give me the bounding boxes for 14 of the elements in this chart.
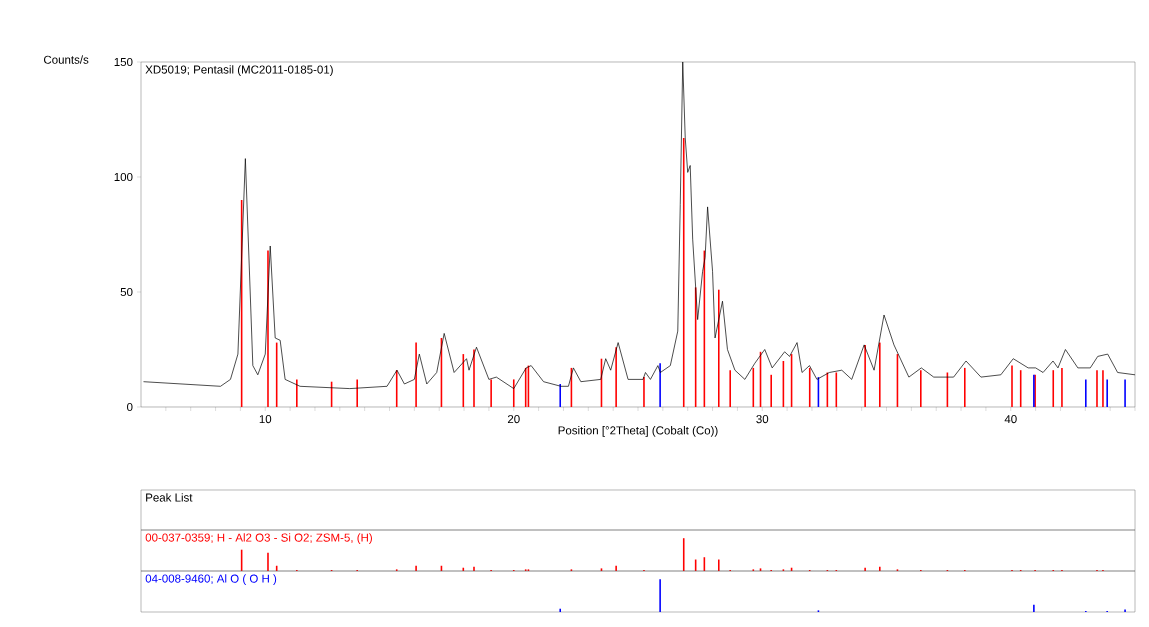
x-tick-label: 40 [1004,415,1017,424]
chart-title: 00-037-0359; H - Al2 O3 - Si O2; ZSM-5, (H) [145,533,372,544]
chart-title: XD5019; Pentasil (MC2011-0185-01) [145,65,333,76]
y-axis-title: Counts/s [44,55,89,64]
chart-title: 04-008-9460; Al O ( O H ) [145,574,277,585]
y-tick-label: 0 [127,402,133,412]
text: Peak List [146,493,193,502]
x-tick-label: 30 [756,415,769,424]
x-tick-label: 10 [259,415,272,424]
x-axis-title: Position [°2Theta] (Cobalt (Co)) [558,426,718,437]
x-tick-label: 20 [507,415,520,424]
y-tick-label: 50 [120,287,133,297]
y-tick-label: 100 [114,172,133,182]
y-tick-label: 150 [114,57,133,67]
